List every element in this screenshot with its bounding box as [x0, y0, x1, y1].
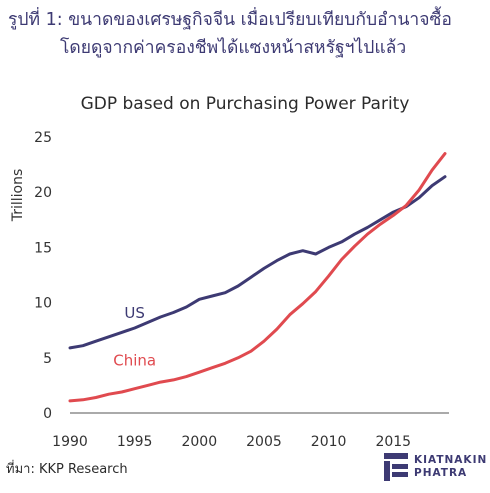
y-tick-label: 25	[34, 130, 52, 146]
source-note: ที่มา: KKP Research	[6, 462, 128, 477]
y-axis-label: Trillions	[10, 169, 26, 223]
y-tick-label: 0	[43, 406, 52, 422]
heading-line-2: โดยดูจากค่าครองชีพได้แซงหน้าสหรัฐฯไปแล้ว	[60, 38, 407, 58]
y-tick-label: 10	[34, 296, 52, 312]
x-tick-label: 2000	[181, 434, 217, 450]
chart-title: GDP based on Purchasing Power Parity	[80, 94, 410, 114]
series-line-china	[68, 152, 447, 403]
series-line-us	[68, 175, 447, 350]
x-tick-label: 2005	[246, 434, 282, 450]
series-label-china: China	[113, 352, 156, 370]
x-tick-label: 1990	[52, 434, 88, 450]
series-label-us: US	[124, 304, 145, 322]
x-tick-label: 2015	[375, 434, 411, 450]
x-tick-label: 1995	[117, 434, 153, 450]
y-tick-label: 5	[43, 351, 52, 367]
logo-text: KIATNAKIN PHATRA	[414, 454, 487, 480]
x-tick-label: 2010	[311, 434, 347, 450]
logo-line-2: PHATRA	[414, 467, 468, 479]
figure-heading: รูปที่ 1: ขนาดของเศรษฐกิจจีน เมื่อเปรียบ…	[8, 6, 486, 62]
logo-mark-icon	[384, 453, 408, 481]
y-tick-label: 20	[34, 185, 52, 201]
logo-line-1: KIATNAKIN	[414, 454, 488, 466]
brand-logo: KIATNAKIN PHATRA	[384, 450, 487, 484]
y-tick-label: 15	[34, 240, 52, 256]
heading-line-1: รูปที่ 1: ขนาดของเศรษฐกิจจีน เมื่อเปรียบ…	[8, 10, 452, 30]
